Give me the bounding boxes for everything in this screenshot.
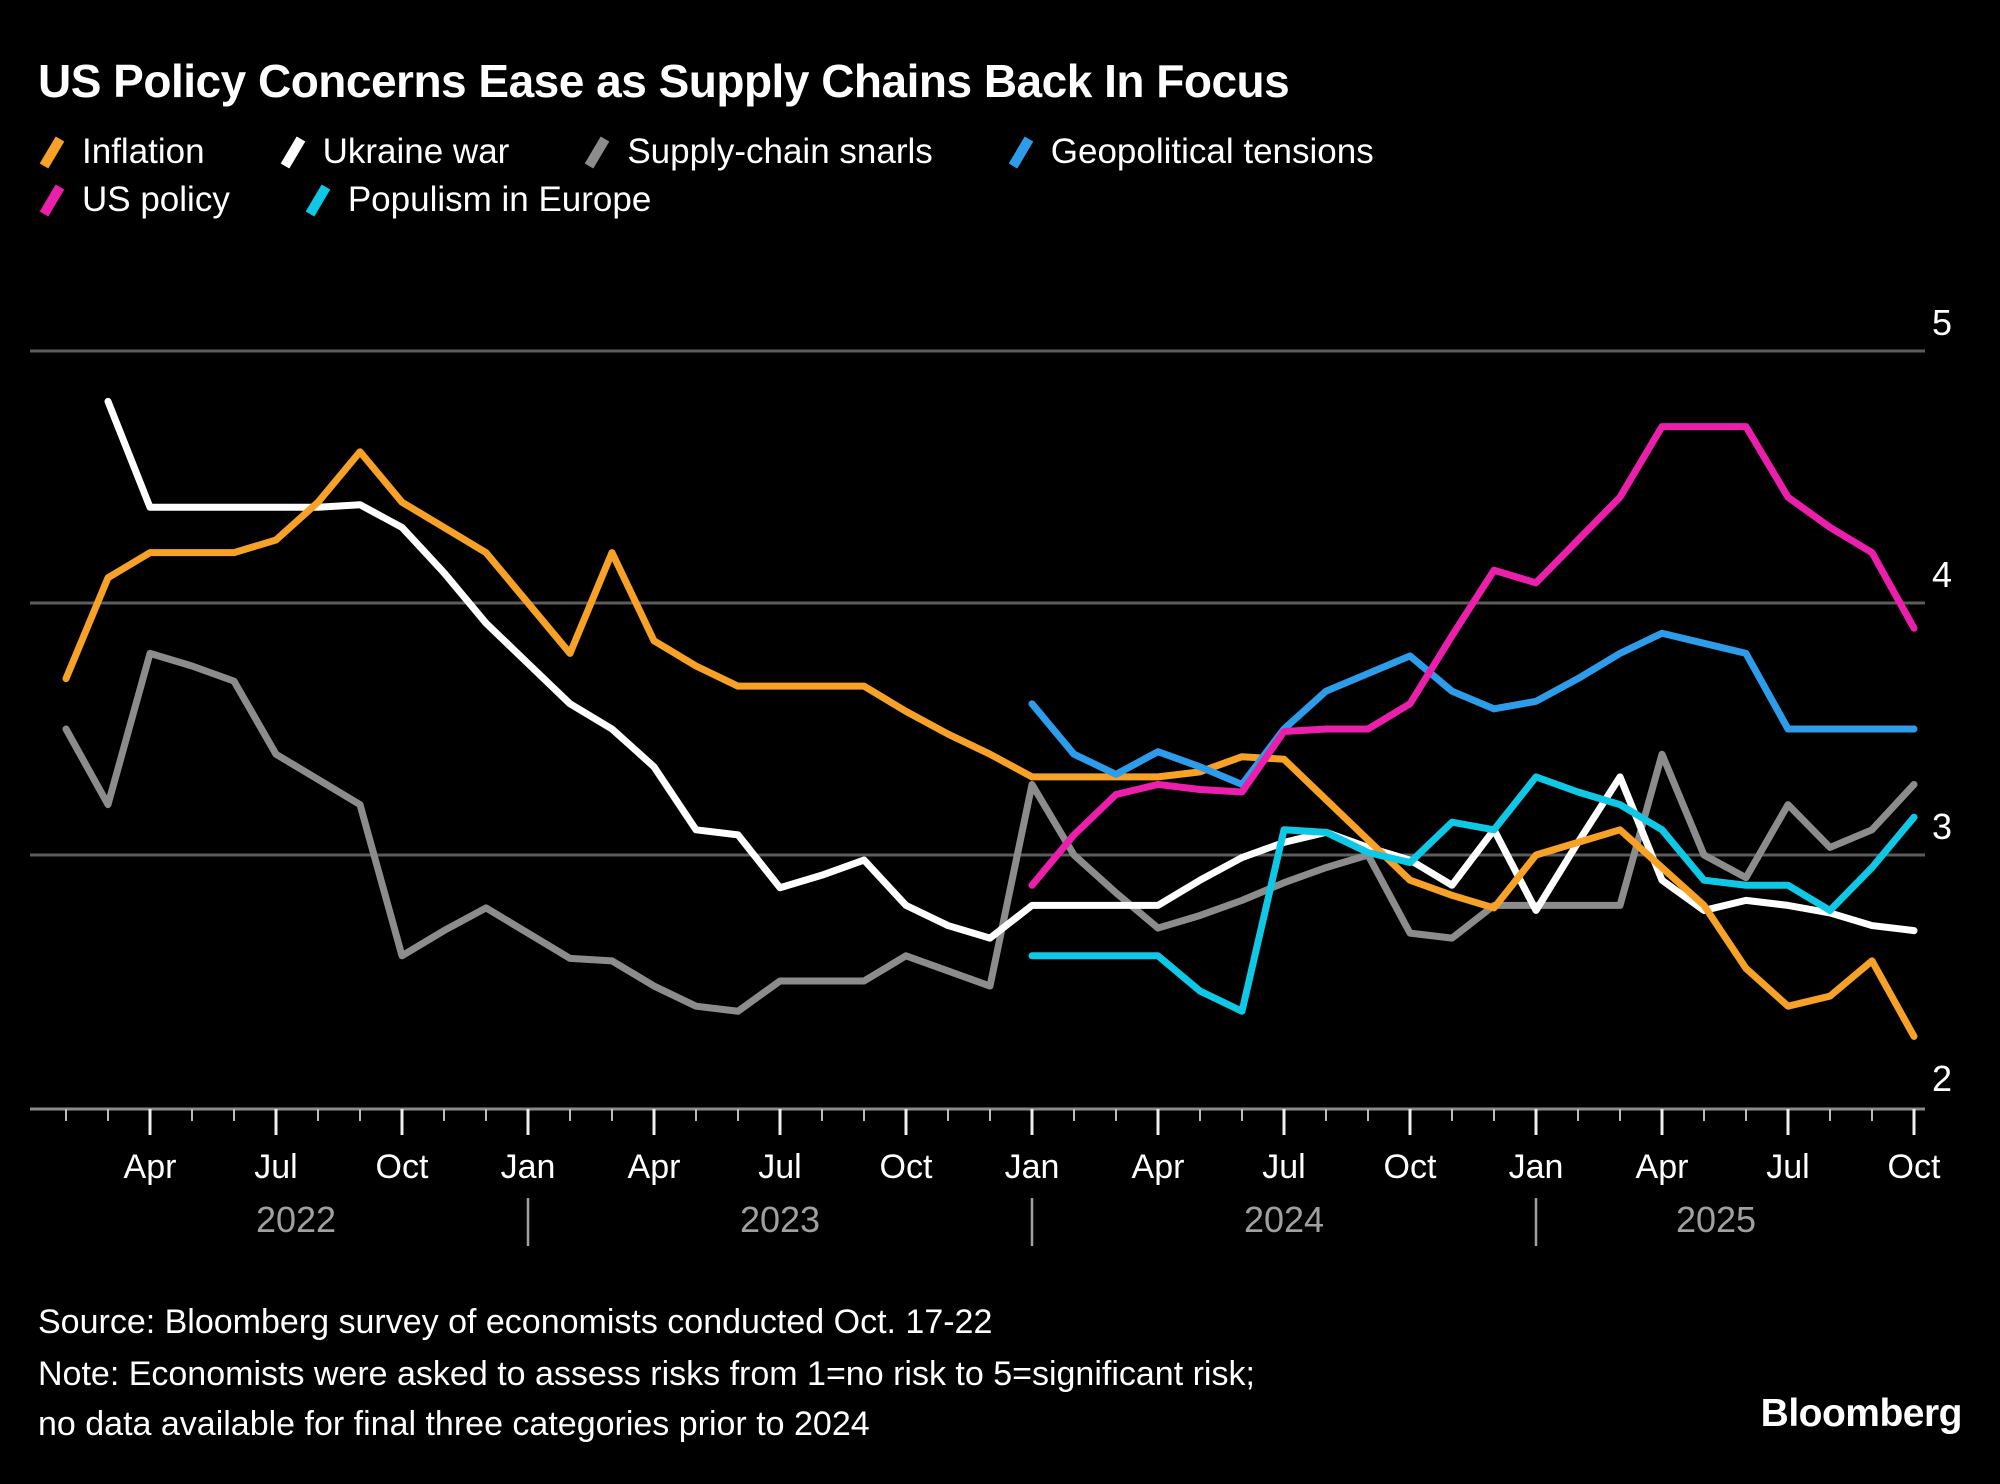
x-tick-label-jul-13: Jul xyxy=(1766,1148,1809,1186)
x-tick-label-apr-8: Apr xyxy=(1132,1148,1185,1186)
legend-item-populism-in-europe: Populism in Europe xyxy=(304,180,652,220)
legend-marker-stroke xyxy=(39,184,65,217)
legend-item-ukraine-war: Ukraine war xyxy=(279,132,510,172)
x-tick-label-apr-0: Apr xyxy=(124,1148,177,1186)
x-tick-label-apr-4: Apr xyxy=(628,1148,681,1186)
year-label-2022: 2022 xyxy=(256,1199,336,1240)
x-tick-label-jul-9: Jul xyxy=(1262,1148,1305,1186)
y-tick-label-5: 5 xyxy=(1932,302,1952,343)
bloomberg-logo: Bloomberg xyxy=(1760,1392,1963,1435)
x-tick-label-oct-6: Oct xyxy=(880,1148,933,1186)
page-title: US Policy Concerns Ease as Supply Chains… xyxy=(38,55,1290,107)
year-label-2025: 2025 xyxy=(1676,1199,1756,1240)
legend-marker-stroke xyxy=(280,136,305,169)
legend-label: Supply-chain snarls xyxy=(627,132,933,171)
legend-marker-stroke xyxy=(305,184,331,217)
legend-item-geopolitical-tensions: Geopolitical tensions xyxy=(1007,132,1374,172)
legend-label: US policy xyxy=(82,180,230,219)
legend-item-us-policy: US policy xyxy=(38,180,230,220)
legend-marker-icon xyxy=(39,136,65,169)
y-tick-label-2: 2 xyxy=(1932,1058,1952,1099)
year-label-2023: 2023 xyxy=(740,1199,820,1240)
legend-label: Populism in Europe xyxy=(347,180,652,219)
legend-label: Geopolitical tensions xyxy=(1050,132,1374,171)
x-tick-label-jul-5: Jul xyxy=(758,1148,801,1186)
x-tick-label-oct-14: Oct xyxy=(1888,1148,1941,1186)
series-line-ukraine-war xyxy=(104,397,1918,942)
series-line-populism-in-europe xyxy=(1028,773,1918,1015)
legend-marker-icon xyxy=(1008,136,1034,169)
legend-item-inflation: Inflation xyxy=(38,132,205,172)
legend-marker-stroke xyxy=(1008,136,1034,169)
x-tick-label-oct-2: Oct xyxy=(376,1148,429,1186)
legend-row-2: US policy Populism in Europe xyxy=(38,180,651,220)
legend-label: Ukraine war xyxy=(322,132,510,171)
note-text-line2: no data available for final three catego… xyxy=(38,1405,870,1443)
x-tick-label-jan-7: Jan xyxy=(1005,1148,1060,1186)
legend-marker-stroke xyxy=(585,136,610,169)
x-tick-label-jan-3: Jan xyxy=(501,1148,556,1186)
y-tick-label-4: 4 xyxy=(1932,554,1952,595)
legend-marker-stroke xyxy=(39,136,65,169)
legend-label: Inflation xyxy=(82,132,205,171)
legend-item-supply-chain-snarls: Supply-chain snarls xyxy=(583,132,933,172)
x-tick-label-jul-1: Jul xyxy=(254,1148,297,1186)
note-text-line1: Note: Economists were asked to assess ri… xyxy=(38,1355,1255,1393)
series-line-geopolitical-tensions xyxy=(1028,629,1918,788)
x-tick-label-jan-11: Jan xyxy=(1509,1148,1564,1186)
y-tick-label-3: 3 xyxy=(1932,806,1952,847)
series-line-us-policy xyxy=(1028,423,1918,889)
series-line-supply-chain-snarls xyxy=(62,649,1918,1015)
series-line-inflation xyxy=(62,448,1918,1040)
legend-marker-icon xyxy=(280,136,305,169)
legend-marker-icon xyxy=(305,184,331,217)
x-tick-label-apr-12: Apr xyxy=(1636,1148,1689,1186)
legend-row-1: Inflation Ukraine war Supply-chain snarls G… xyxy=(38,132,1374,172)
x-tick-label-oct-10: Oct xyxy=(1384,1148,1437,1186)
year-label-2024: 2024 xyxy=(1244,1199,1324,1240)
legend-marker-icon xyxy=(585,136,610,169)
source-text: Source: Bloomberg survey of economists c… xyxy=(38,1303,993,1341)
legend-marker-icon xyxy=(39,184,65,217)
